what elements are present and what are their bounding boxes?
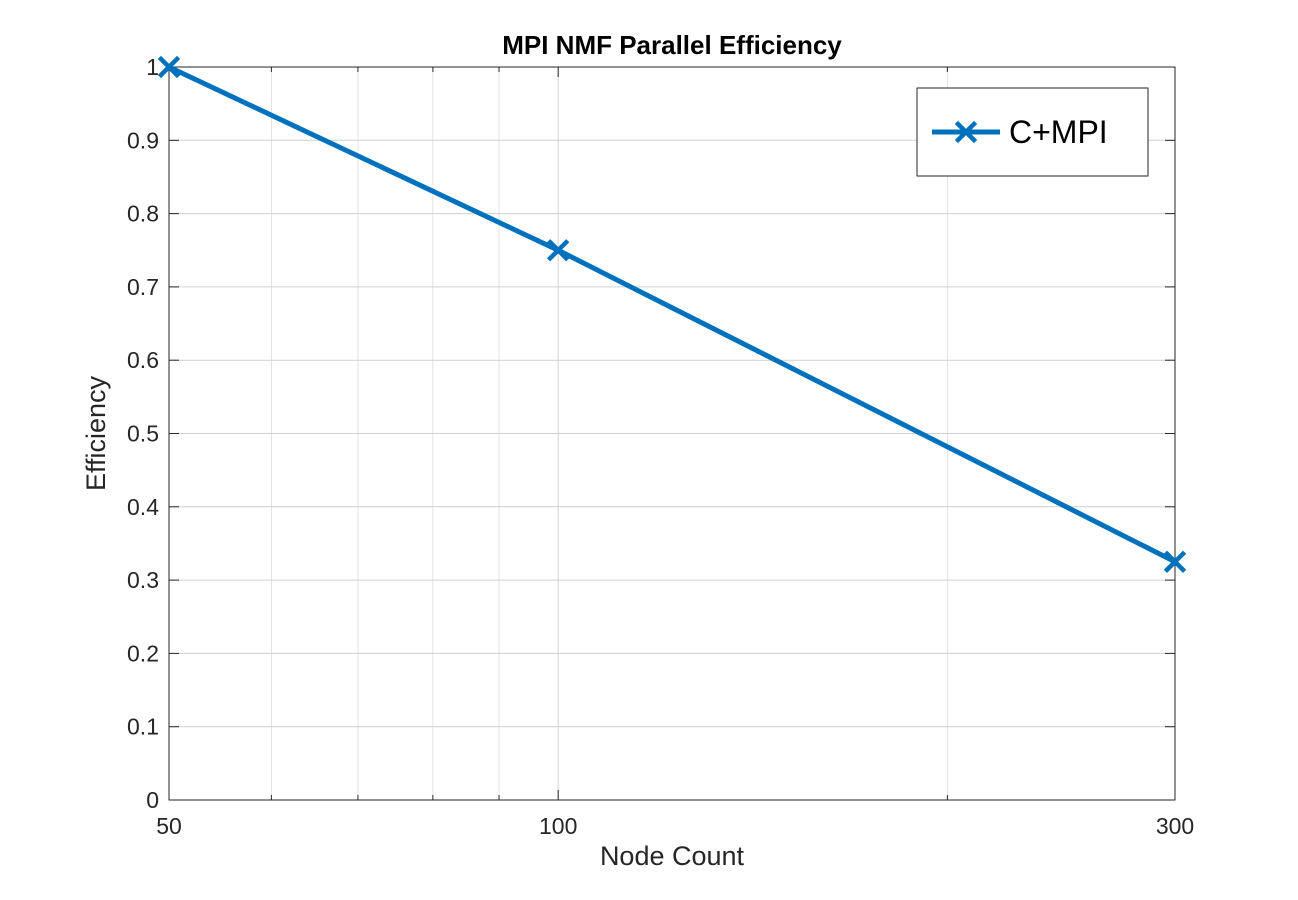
y-tick-label: 0.8 <box>127 201 159 227</box>
y-tick-label: 0.3 <box>127 567 159 593</box>
legend-marker <box>954 120 978 144</box>
legend-label-c-mpi: C+MPI <box>1009 114 1108 150</box>
x-tick-labels: 50 100 300 <box>156 813 1194 839</box>
y-tick-labels: 0 0.1 0.2 0.3 0.4 0.5 0.6 0.7 0.8 0.9 1 <box>127 54 159 813</box>
y-tick-label: 0.2 <box>127 640 159 666</box>
y-axis-label: Efficiency <box>81 375 111 491</box>
y-tick-label: 0 <box>146 787 159 813</box>
y-tick-label: 0.7 <box>127 274 159 300</box>
x-tick-label: 100 <box>539 813 577 839</box>
x-axis-label: Node Count <box>600 841 745 871</box>
y-tick-label: 1 <box>146 54 159 80</box>
data-point-marker <box>546 239 570 262</box>
series-layer <box>157 55 1187 573</box>
legend-x-marker <box>954 120 978 144</box>
y-tick-label: 0.6 <box>127 347 159 373</box>
chart-title: MPI NMF Parallel Efficiency <box>502 30 842 60</box>
y-tick-label: 0.4 <box>127 494 159 520</box>
x-tick-label: 300 <box>1156 813 1194 839</box>
axis-ticks <box>168 66 1176 801</box>
data-point-marker <box>1163 550 1187 573</box>
y-tick-label: 0.5 <box>127 421 159 447</box>
major-grid <box>169 67 1175 800</box>
x-tick-label: 50 <box>156 813 182 839</box>
legend: C+MPI <box>916 87 1149 177</box>
data-point-marker <box>157 55 181 79</box>
y-tick-label: 0.9 <box>127 127 159 153</box>
y-tick-label: 0.1 <box>127 714 159 740</box>
